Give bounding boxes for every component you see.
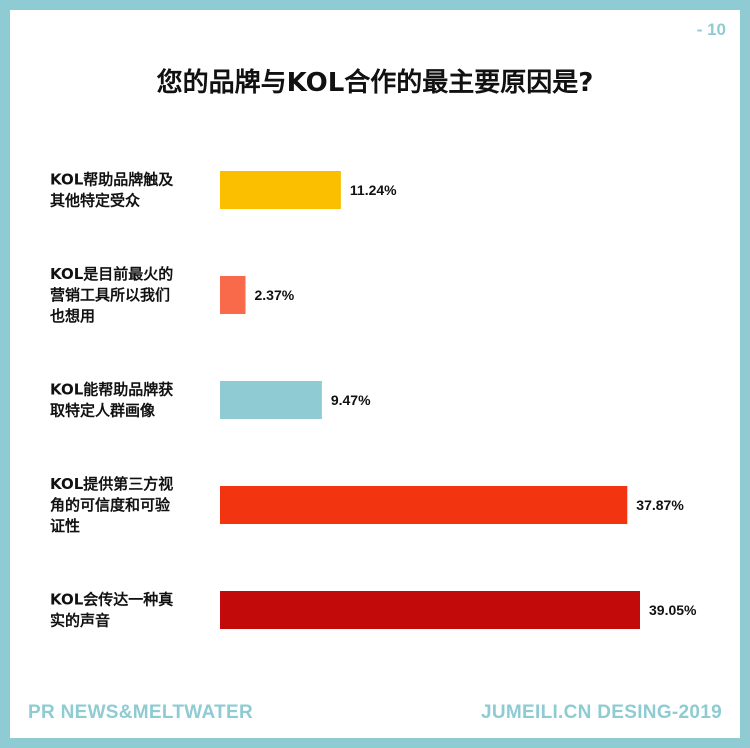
chart-card: - 10 您的品牌与KOL合作的最主要原因是? 11.24% KOL帮助品牌触及其… [10,10,740,738]
value-label-3: 9.47% [331,392,371,408]
chart-title: 您的品牌与KOL合作的最主要原因是? [156,68,594,98]
value-label-4: 37.87% [636,497,684,513]
bar-2 [220,276,246,314]
footer-credit: JUMEILI.CN DESING-2019 [481,702,722,723]
category-label-3: KOL能帮助品牌获取特定人群画像 [50,381,173,420]
value-label-2: 2.37% [254,287,294,303]
page-number: - 10 [696,20,726,39]
category-label-2: KOL是目前最火的营销工具所以我们也想用 [50,265,173,325]
category-label-1: KOL帮助品牌触及其他特定受众 [50,171,174,210]
value-label-1: 11.24% [350,182,397,198]
bar-4 [220,486,628,524]
value-label-5: 39.05% [649,602,697,618]
category-label-5: KOL会传达一种真实的声音 [50,591,173,630]
bar-chart: 11.24% KOL帮助品牌触及其他特定受众 2.37% KOL是目前最火的营销工具所… [50,171,697,630]
category-label-4: KOL提供第三方视角的可信度和可验证性 [50,475,173,535]
bar-5 [220,591,640,629]
footer-source: PR NEWS&MELTWATER [28,702,253,723]
bar-3 [220,381,322,419]
bar-1 [220,171,341,209]
